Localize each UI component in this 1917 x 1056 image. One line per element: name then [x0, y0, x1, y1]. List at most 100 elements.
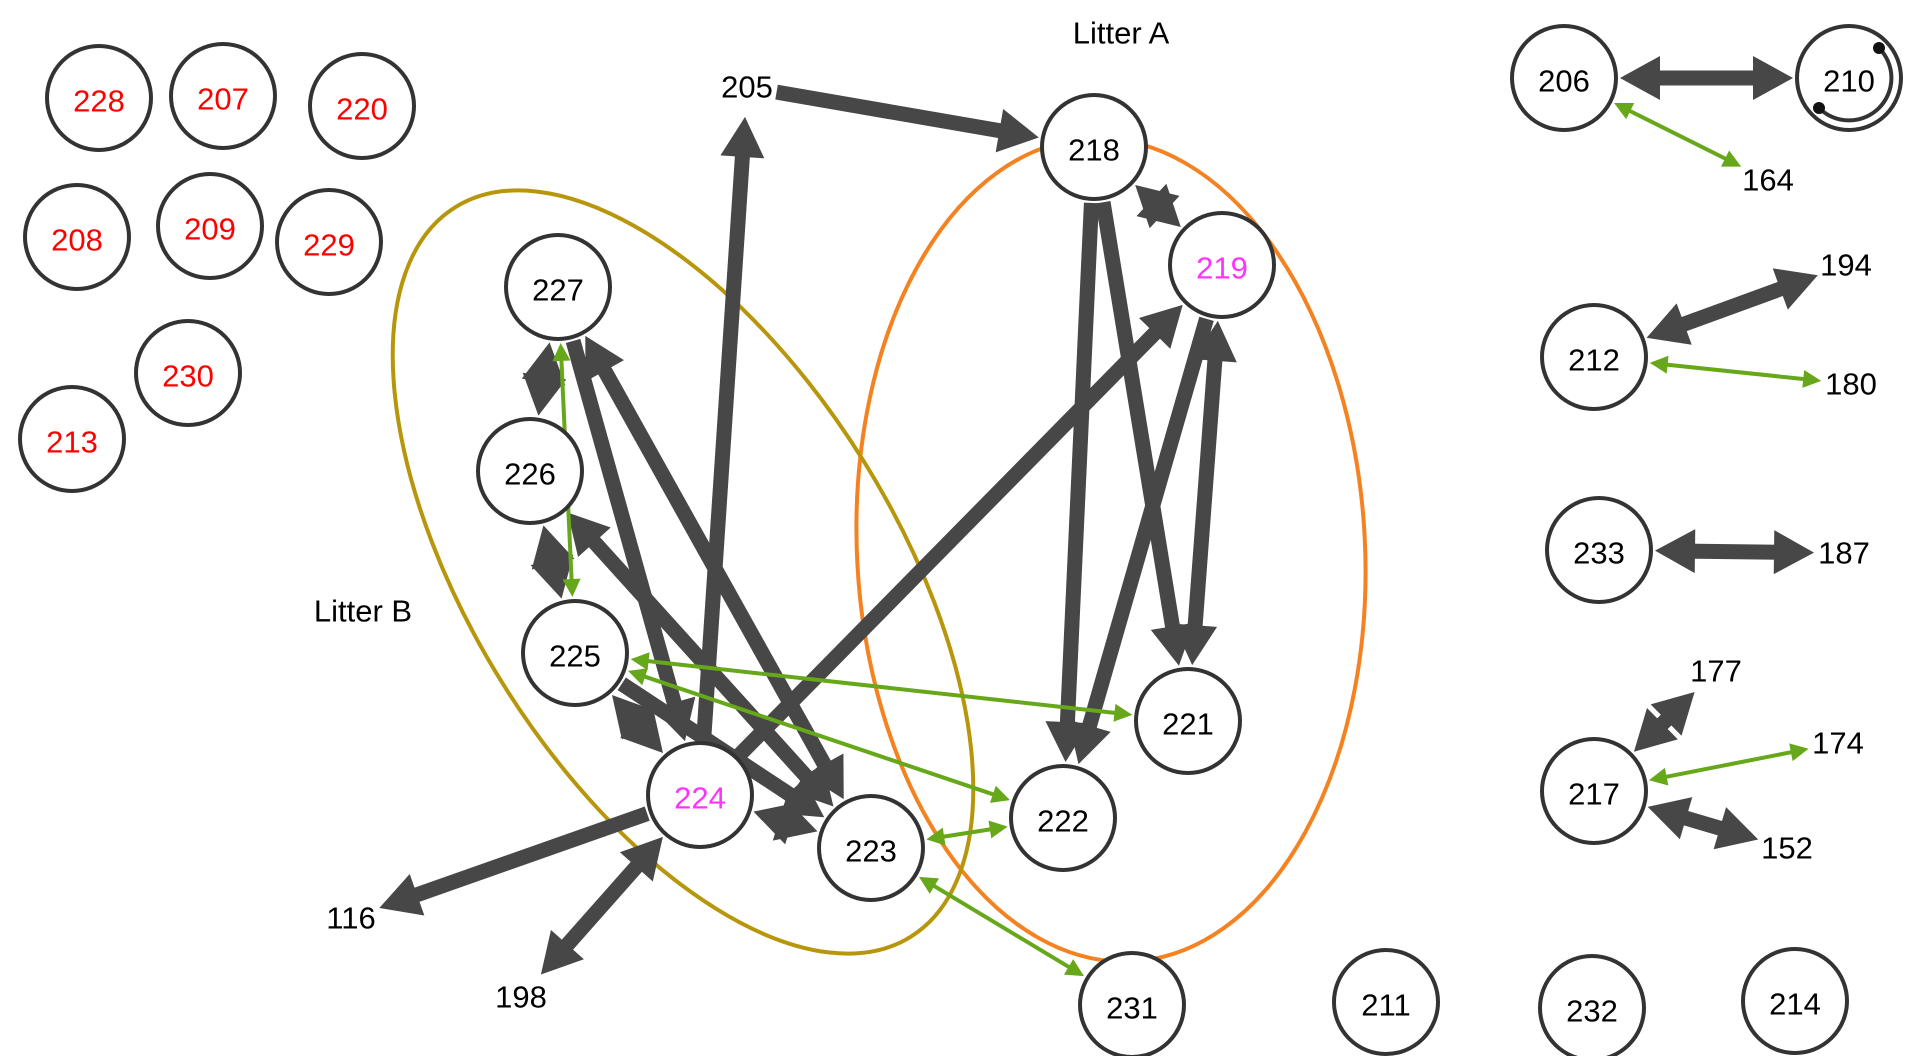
edge-line: [583, 531, 818, 788]
free-label-174: 174: [1812, 726, 1864, 761]
arrow-head: [1063, 959, 1085, 977]
edge-224-198: [540, 836, 663, 975]
edge-225-224: [612, 695, 663, 753]
arrow-head: [988, 820, 1008, 839]
arrow-head: [1721, 150, 1742, 167]
arrow-head: [1135, 184, 1180, 229]
edge-line: [1059, 202, 1099, 731]
edge-223-222: [926, 820, 1008, 846]
node-label: 214: [1769, 987, 1821, 1022]
node-214: 214: [1741, 947, 1849, 1055]
arrow-head: [990, 785, 1010, 803]
node-222: 222: [1009, 764, 1117, 872]
node-218: 218: [1040, 93, 1148, 201]
arrow-head: [521, 342, 566, 386]
edge-212-194: [1646, 268, 1818, 345]
edge-233-187: [1654, 529, 1815, 575]
edge-224-116: [379, 806, 650, 916]
arrow-head: [1654, 529, 1696, 574]
edge-line: [1095, 201, 1182, 636]
arrow-head: [585, 335, 624, 382]
node-220: 220: [308, 52, 416, 160]
node-circle: [817, 794, 925, 902]
node-207: 207: [169, 42, 277, 150]
node-circle: [275, 188, 383, 296]
node-label: 220: [336, 92, 388, 127]
arrow-head: [567, 512, 611, 557]
node-circle: [1545, 496, 1653, 604]
arrow-head: [1789, 743, 1809, 762]
arrow-head: [918, 876, 940, 894]
free-label-152: 152: [1761, 831, 1813, 866]
node-circle: [134, 319, 242, 427]
edge-line: [641, 673, 997, 798]
arrow-head: [1649, 355, 1669, 374]
node-206: 206: [1510, 24, 1618, 132]
node-211: 211: [1332, 948, 1440, 1056]
edges: [379, 56, 1822, 977]
node-219: 219: [1168, 211, 1276, 319]
edge-line: [775, 84, 1009, 140]
edge-line: [1686, 543, 1783, 560]
edge-line: [940, 826, 994, 840]
node-circle: [521, 599, 629, 707]
edge-224-205: [696, 116, 765, 740]
node-circle: [1040, 93, 1148, 201]
arrow-head: [562, 578, 581, 598]
node-label: 213: [46, 425, 98, 460]
arrow-head: [1650, 692, 1695, 736]
node-label: 232: [1566, 994, 1618, 1029]
node-label: 222: [1037, 804, 1089, 839]
node-circle: [45, 44, 153, 152]
arrow-head: [1113, 703, 1133, 722]
edge-217-177: [1633, 692, 1695, 752]
node-label: 211: [1361, 988, 1410, 1023]
litterB-label: Litter B: [314, 594, 412, 629]
node-228: 228: [45, 44, 153, 152]
node-label: 209: [184, 212, 236, 247]
edge-218-219: [1135, 183, 1181, 229]
arrow-head: [1173, 623, 1218, 666]
node-label: 219: [1196, 251, 1248, 286]
edge-212-180: [1649, 355, 1822, 388]
node-circle: [1134, 667, 1242, 775]
node-label: 233: [1573, 536, 1625, 571]
arrow-head: [1647, 797, 1693, 840]
node-230: 230: [134, 319, 242, 427]
node-label: 227: [532, 273, 584, 308]
node-233: 233: [1545, 496, 1653, 604]
node-212: 212: [1540, 303, 1648, 411]
litter-ellipses: Litter A Litter B: [314, 16, 1368, 964]
edge-line: [1663, 362, 1808, 382]
edge-line: [930, 882, 1073, 971]
edge-line: [644, 658, 1119, 716]
node-label: 206: [1538, 64, 1590, 99]
free-label-187: 187: [1818, 536, 1870, 571]
free-label-198: 198: [495, 980, 547, 1015]
edge-line: [696, 148, 751, 740]
edge-line: [1676, 808, 1730, 838]
free-label-205: 205: [721, 70, 773, 105]
arrow-head: [379, 873, 425, 916]
node-label: 221: [1162, 707, 1214, 742]
node-label: 226: [504, 457, 556, 492]
node-209: 209: [156, 172, 264, 280]
arrow-head: [628, 668, 648, 686]
arrow-head: [540, 930, 584, 975]
edge-line: [406, 806, 650, 905]
node-227: 227: [504, 233, 612, 341]
arrow-head: [1713, 807, 1759, 850]
arrow-head: [531, 525, 575, 570]
edge-219-221: [1173, 320, 1237, 666]
node-229: 229: [275, 188, 383, 296]
free-label-177: 177: [1690, 654, 1742, 689]
arrow-head: [1648, 767, 1669, 786]
arrow-head: [790, 762, 834, 807]
self-loop-icon: [1817, 46, 1894, 123]
edge-218-222: [1045, 202, 1099, 763]
node-circle: [1009, 764, 1117, 872]
node-circle: [646, 741, 754, 849]
arrow-head: [619, 836, 663, 882]
node-circle: [1538, 954, 1646, 1056]
node-circle: [1510, 24, 1618, 132]
